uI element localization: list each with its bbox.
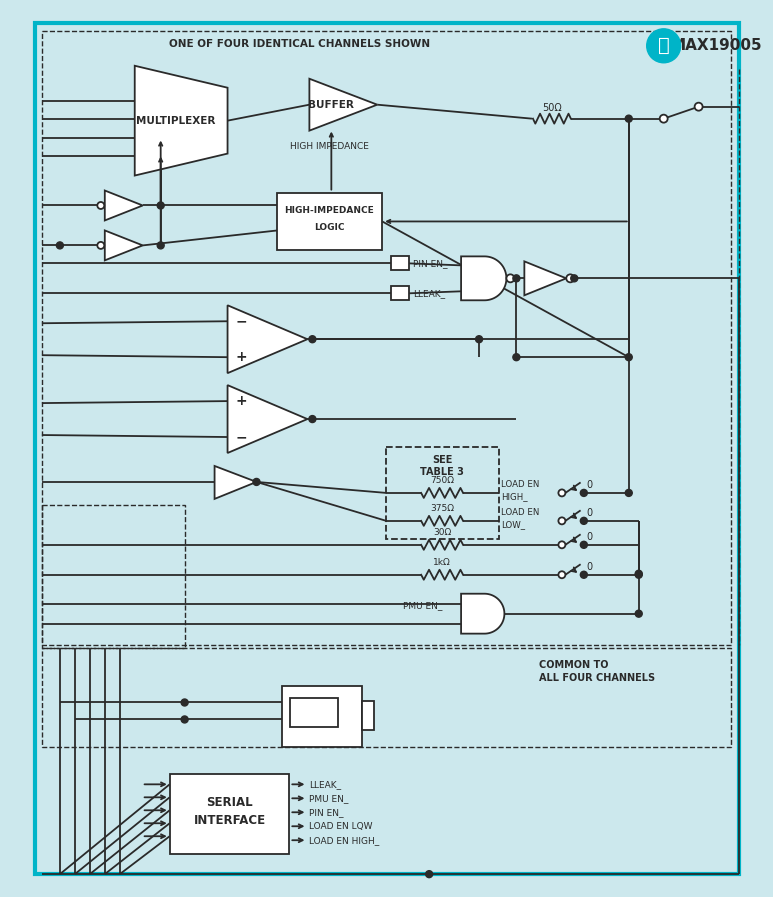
Circle shape xyxy=(558,571,565,579)
Circle shape xyxy=(558,541,565,548)
Text: HIGH_: HIGH_ xyxy=(501,492,528,501)
Circle shape xyxy=(558,518,565,525)
Text: LOW_: LOW_ xyxy=(501,520,525,529)
Circle shape xyxy=(625,115,632,122)
Text: INTERFACE: INTERFACE xyxy=(193,814,266,827)
Text: LOAD EN: LOAD EN xyxy=(501,509,540,518)
Text: 0: 0 xyxy=(587,480,593,490)
Circle shape xyxy=(570,274,577,282)
Text: SEE: SEE xyxy=(432,455,452,465)
Text: ONE OF FOUR IDENTICAL CHANNELS SHOWN: ONE OF FOUR IDENTICAL CHANNELS SHOWN xyxy=(169,39,430,48)
Circle shape xyxy=(512,353,520,361)
Circle shape xyxy=(475,335,482,343)
Bar xyxy=(386,447,499,539)
Polygon shape xyxy=(105,231,143,260)
Text: MULTIPLEXER: MULTIPLEXER xyxy=(136,116,216,126)
Circle shape xyxy=(97,202,104,209)
Text: LLEAK_: LLEAK_ xyxy=(309,779,342,788)
Text: ALL FOUR CHANNELS: ALL FOUR CHANNELS xyxy=(539,673,655,683)
Text: PMU EN_: PMU EN_ xyxy=(309,794,349,803)
Circle shape xyxy=(625,490,632,496)
Text: TABLE 3: TABLE 3 xyxy=(421,467,464,477)
Polygon shape xyxy=(135,65,227,176)
Polygon shape xyxy=(227,385,308,453)
Text: LOAD EN LQW: LOAD EN LQW xyxy=(309,822,373,831)
Bar xyxy=(42,648,730,747)
Text: MAX19005: MAX19005 xyxy=(671,39,762,53)
Bar xyxy=(391,286,409,300)
Circle shape xyxy=(309,415,316,422)
Text: 30Ω: 30Ω xyxy=(433,528,451,537)
Text: HIGH-IMPEDANCE: HIGH-IMPEDANCE xyxy=(284,206,374,215)
Polygon shape xyxy=(309,79,377,131)
Text: −: − xyxy=(236,430,247,444)
Circle shape xyxy=(181,699,188,706)
Text: HIGH IMPEDANCE: HIGH IMPEDANCE xyxy=(290,142,369,151)
Bar xyxy=(42,505,185,648)
Text: 750Ω: 750Ω xyxy=(430,476,454,485)
Polygon shape xyxy=(461,257,506,300)
Circle shape xyxy=(625,353,632,361)
Text: LOAD EN: LOAD EN xyxy=(501,481,540,490)
Circle shape xyxy=(581,541,587,548)
Text: PIN EN_: PIN EN_ xyxy=(309,808,344,817)
Bar xyxy=(363,701,374,730)
Circle shape xyxy=(635,571,642,579)
Circle shape xyxy=(426,871,433,877)
Circle shape xyxy=(309,335,316,343)
Polygon shape xyxy=(215,466,257,499)
Circle shape xyxy=(581,518,587,525)
Bar xyxy=(391,257,409,270)
Text: LLEAK_: LLEAK_ xyxy=(414,289,445,298)
Circle shape xyxy=(512,274,520,282)
Text: 0: 0 xyxy=(587,562,593,571)
Circle shape xyxy=(647,29,681,63)
Text: −: − xyxy=(236,314,247,328)
Bar xyxy=(291,698,339,727)
Circle shape xyxy=(181,716,188,723)
Text: 1kΩ: 1kΩ xyxy=(433,558,451,567)
Circle shape xyxy=(97,242,104,248)
Text: BUFFER: BUFFER xyxy=(308,100,354,109)
Circle shape xyxy=(635,610,642,617)
Bar xyxy=(278,193,382,250)
Circle shape xyxy=(635,570,642,578)
Polygon shape xyxy=(524,261,567,295)
Text: COMMON TO: COMMON TO xyxy=(539,659,608,669)
Polygon shape xyxy=(227,305,308,373)
Text: 375Ω: 375Ω xyxy=(430,504,454,513)
Circle shape xyxy=(157,242,164,248)
Text: +: + xyxy=(236,350,247,364)
Text: 0: 0 xyxy=(587,532,593,542)
Text: 0: 0 xyxy=(587,508,593,518)
Circle shape xyxy=(581,490,587,496)
Text: PIN EN_: PIN EN_ xyxy=(414,259,448,268)
Circle shape xyxy=(253,478,260,485)
Bar xyxy=(169,774,289,854)
Circle shape xyxy=(659,115,668,123)
Text: +: + xyxy=(236,394,247,408)
Circle shape xyxy=(581,571,587,579)
Text: LOAD EN HIGH_: LOAD EN HIGH_ xyxy=(309,836,380,845)
Circle shape xyxy=(558,490,565,496)
Circle shape xyxy=(567,274,574,283)
Bar xyxy=(282,685,363,747)
Text: PMU EN_: PMU EN_ xyxy=(404,601,443,610)
Polygon shape xyxy=(105,190,143,221)
Text: LOGIC: LOGIC xyxy=(314,223,345,232)
Polygon shape xyxy=(461,594,505,633)
Circle shape xyxy=(56,242,63,248)
Circle shape xyxy=(506,274,514,283)
Bar xyxy=(42,30,730,645)
Text: 50Ω: 50Ω xyxy=(542,102,562,113)
Circle shape xyxy=(157,202,164,209)
Text: SERIAL: SERIAL xyxy=(206,796,253,809)
Circle shape xyxy=(695,102,703,110)
Text: Ⓜ: Ⓜ xyxy=(658,36,669,56)
